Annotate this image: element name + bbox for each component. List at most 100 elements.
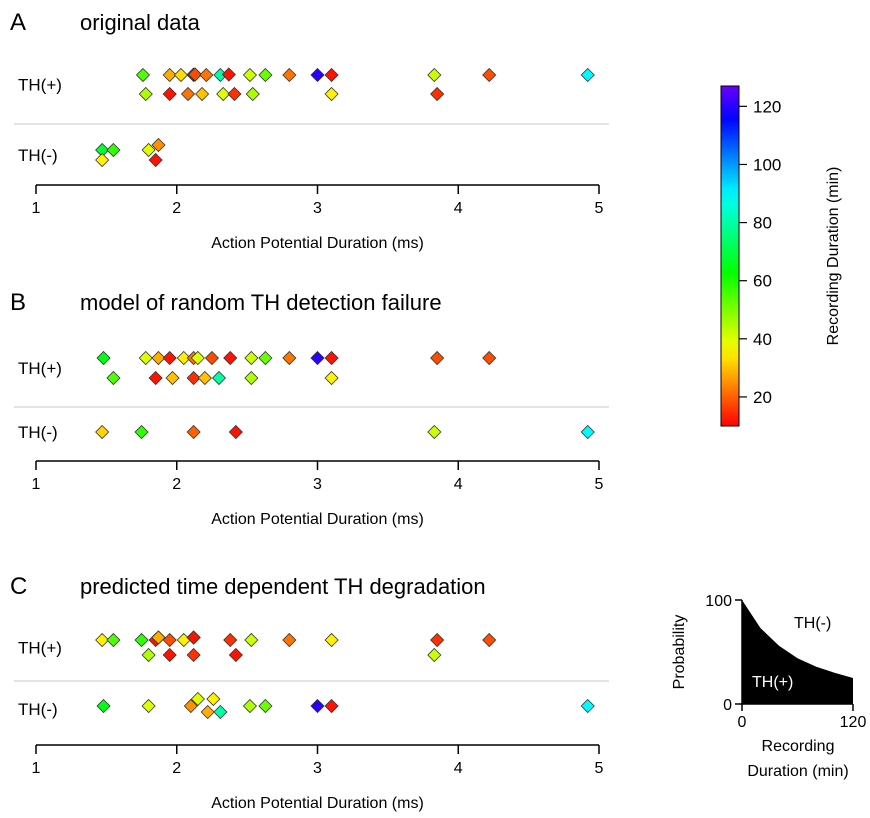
data-point-th-plus (151, 350, 166, 366)
data-point-th-plus (482, 632, 497, 648)
data-point-th-minus (95, 152, 110, 168)
data-point-th-plus (148, 370, 163, 386)
data-point-th-plus (173, 67, 189, 83)
data-point-th-plus (221, 67, 236, 82)
data-point-th-minus (258, 698, 273, 714)
x-tick-label: 5 (595, 200, 604, 217)
group-label-th-minus: TH(-) (18, 700, 58, 719)
data-point-th-plus (211, 370, 227, 386)
data-point-th-minus (141, 698, 156, 714)
data-point-th-minus (190, 691, 205, 707)
data-point-th-plus (151, 630, 166, 645)
colorbar-tick-label: 20 (753, 388, 772, 407)
x-tick-label: 3 (313, 200, 322, 217)
data-point-th-minus (134, 424, 149, 440)
x-tick-label: 2 (172, 760, 181, 777)
x-tick-label: 5 (595, 760, 604, 777)
data-point-th-plus (95, 632, 110, 648)
x-tick-label: 2 (172, 476, 181, 493)
x-axis-label: Action Potential Duration (ms) (211, 511, 424, 528)
data-point-th-plus (244, 350, 259, 366)
inset-y-tick-label: 0 (723, 697, 732, 714)
data-point-th-plus (324, 632, 339, 648)
group-label-th-plus: TH(+) (18, 639, 62, 658)
data-point-th-minus (324, 698, 339, 714)
data-point-th-plus (228, 647, 243, 663)
data-point-th-plus (310, 67, 325, 83)
data-point-th-minus (186, 424, 201, 440)
data-point-th-plus (162, 67, 177, 83)
x-tick-label: 1 (32, 200, 41, 217)
data-point-th-minus (148, 152, 163, 168)
data-point-th-plus (162, 86, 177, 102)
data-point-th-plus (162, 632, 177, 648)
data-point-th-plus (187, 67, 203, 82)
data-point-th-plus (162, 350, 177, 366)
data-point-th-plus (162, 647, 177, 663)
data-point-th-minus (183, 698, 198, 714)
colorbar-title: Recording Duration (min) (825, 167, 842, 346)
data-point-th-plus (245, 86, 260, 102)
colorbar (720, 85, 740, 427)
data-point-th-minus (151, 137, 166, 153)
data-point-th-plus (244, 632, 259, 648)
data-point-th-plus (580, 67, 595, 83)
data-point-th-plus (197, 370, 212, 386)
data-point-th-plus (106, 370, 121, 386)
data-point-th-plus (199, 67, 214, 83)
data-point-th-plus (310, 350, 325, 366)
data-point-th-minus (200, 704, 215, 720)
data-point-th-plus (96, 350, 111, 366)
inset-region-label-th-plus: TH(+) (752, 674, 793, 691)
data-point-th-plus (180, 86, 196, 102)
inset-x-tick-label: 0 (738, 714, 747, 731)
x-tick-label: 5 (595, 476, 604, 493)
data-point-th-plus (324, 350, 339, 366)
data-point-th-plus (195, 86, 210, 102)
data-point-th-plus (223, 350, 238, 366)
x-tick-label: 3 (313, 476, 322, 493)
data-point-th-plus (427, 647, 442, 663)
data-point-th-minus (242, 698, 258, 714)
data-point-th-plus (138, 86, 153, 102)
colorbar-tick-label: 80 (753, 214, 772, 233)
data-point-th-plus (427, 67, 442, 83)
data-point-th-plus (223, 632, 238, 648)
inset-x-axis-label-line1: Recording (762, 738, 835, 755)
data-point-th-minus (580, 698, 595, 714)
data-point-th-plus (176, 632, 191, 648)
data-point-th-plus (135, 67, 151, 83)
group-label-th-plus: TH(+) (18, 76, 62, 95)
data-point-th-plus (324, 67, 339, 83)
data-point-th-plus (324, 86, 339, 102)
x-tick-label: 4 (454, 200, 463, 217)
x-tick-label: 2 (172, 200, 181, 217)
data-point-th-plus (282, 632, 297, 648)
data-point-th-plus (165, 370, 180, 386)
inset-x-axis-label-line2: Duration (min) (747, 763, 848, 780)
inset-y-tick-label: 100 (705, 593, 732, 610)
data-point-th-plus (430, 350, 445, 366)
data-point-th-plus (282, 350, 297, 366)
panel-letter: A (10, 9, 26, 36)
data-point-th-plus (106, 632, 121, 648)
data-point-th-plus (258, 67, 273, 83)
colorbar-tick-label: 60 (753, 272, 772, 291)
data-point-th-plus (186, 630, 201, 645)
data-point-th-plus (324, 370, 339, 386)
th-plus-region (742, 600, 853, 704)
data-point-th-minus (427, 424, 442, 440)
data-point-th-minus (141, 142, 156, 158)
data-point-th-minus (213, 704, 228, 720)
data-point-th-minus (96, 698, 111, 714)
data-point-th-plus (242, 67, 258, 83)
data-point-th-minus (580, 424, 595, 440)
inset-region-label-th-minus: TH(-) (794, 615, 831, 632)
data-point-th-plus (186, 647, 201, 663)
panel-title: original data (80, 10, 201, 35)
data-point-th-plus (282, 67, 297, 83)
data-point-th-minus (95, 424, 110, 440)
group-label-th-plus: TH(+) (18, 359, 62, 378)
data-point-th-plus (176, 350, 191, 366)
